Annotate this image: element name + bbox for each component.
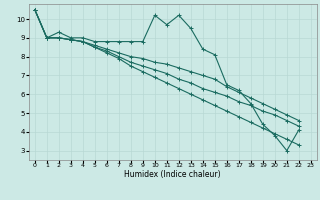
X-axis label: Humidex (Indice chaleur): Humidex (Indice chaleur) — [124, 170, 221, 179]
